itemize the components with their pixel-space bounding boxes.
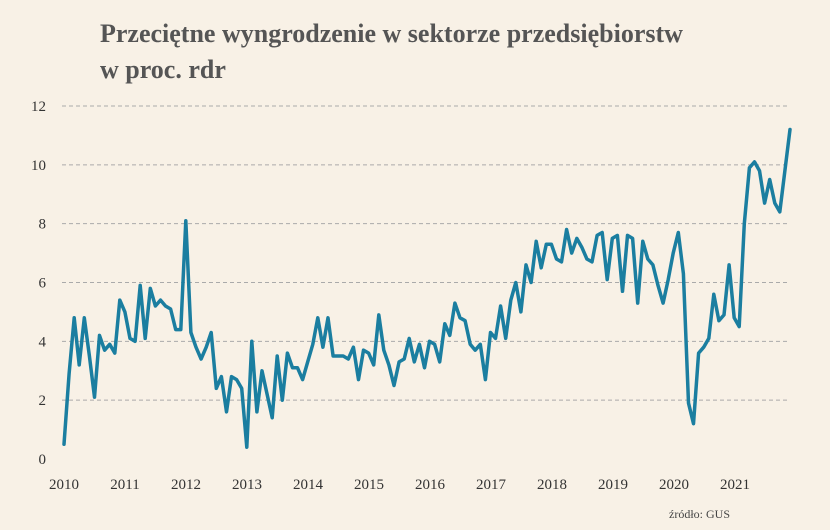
y-tick-label: 8 (39, 217, 47, 233)
x-tick-label: 2018 (537, 477, 567, 493)
x-tick-label: 2021 (720, 477, 750, 493)
x-tick-label: 2016 (415, 477, 446, 493)
x-tick-label: 2012 (171, 477, 201, 493)
y-tick-label: 12 (31, 99, 46, 115)
y-tick-label: 6 (39, 276, 47, 292)
series-layer (62, 127, 792, 449)
y-tick-label: 0 (39, 452, 47, 468)
y-tick-label: 4 (39, 334, 47, 350)
x-tick-label: 2010 (49, 477, 79, 493)
x-tick-label: 2014 (293, 477, 324, 493)
y-tick-label: 10 (31, 158, 46, 174)
chart-title: Przeciętne wyngrodzenie w sektorze przed… (100, 16, 683, 88)
x-tick-label: 2019 (598, 477, 628, 493)
y-gridlines (62, 105, 790, 401)
y-tick-label: 2 (39, 393, 47, 409)
x-tick-label: 2020 (659, 477, 689, 493)
series-line-0 (62, 127, 792, 449)
x-tick-label: 2015 (354, 477, 384, 493)
source-note: źródło: GUS (669, 507, 730, 521)
chart-title-line-1: Przeciętne wyngrodzenie w sektorze przed… (100, 19, 683, 48)
x-tick-label: 2011 (110, 477, 139, 493)
x-tick-label: 2013 (232, 477, 262, 493)
x-axis-ticks: 2010 2011 2012 2013 2014 2015 2016 2017 2018 2019… (49, 477, 750, 493)
y-axis-ticks: 0 2 4 6 8 10 12 (31, 99, 47, 468)
chart-title-line-2: w proc. rdr (100, 55, 226, 84)
x-tick-label: 2017 (476, 477, 507, 493)
